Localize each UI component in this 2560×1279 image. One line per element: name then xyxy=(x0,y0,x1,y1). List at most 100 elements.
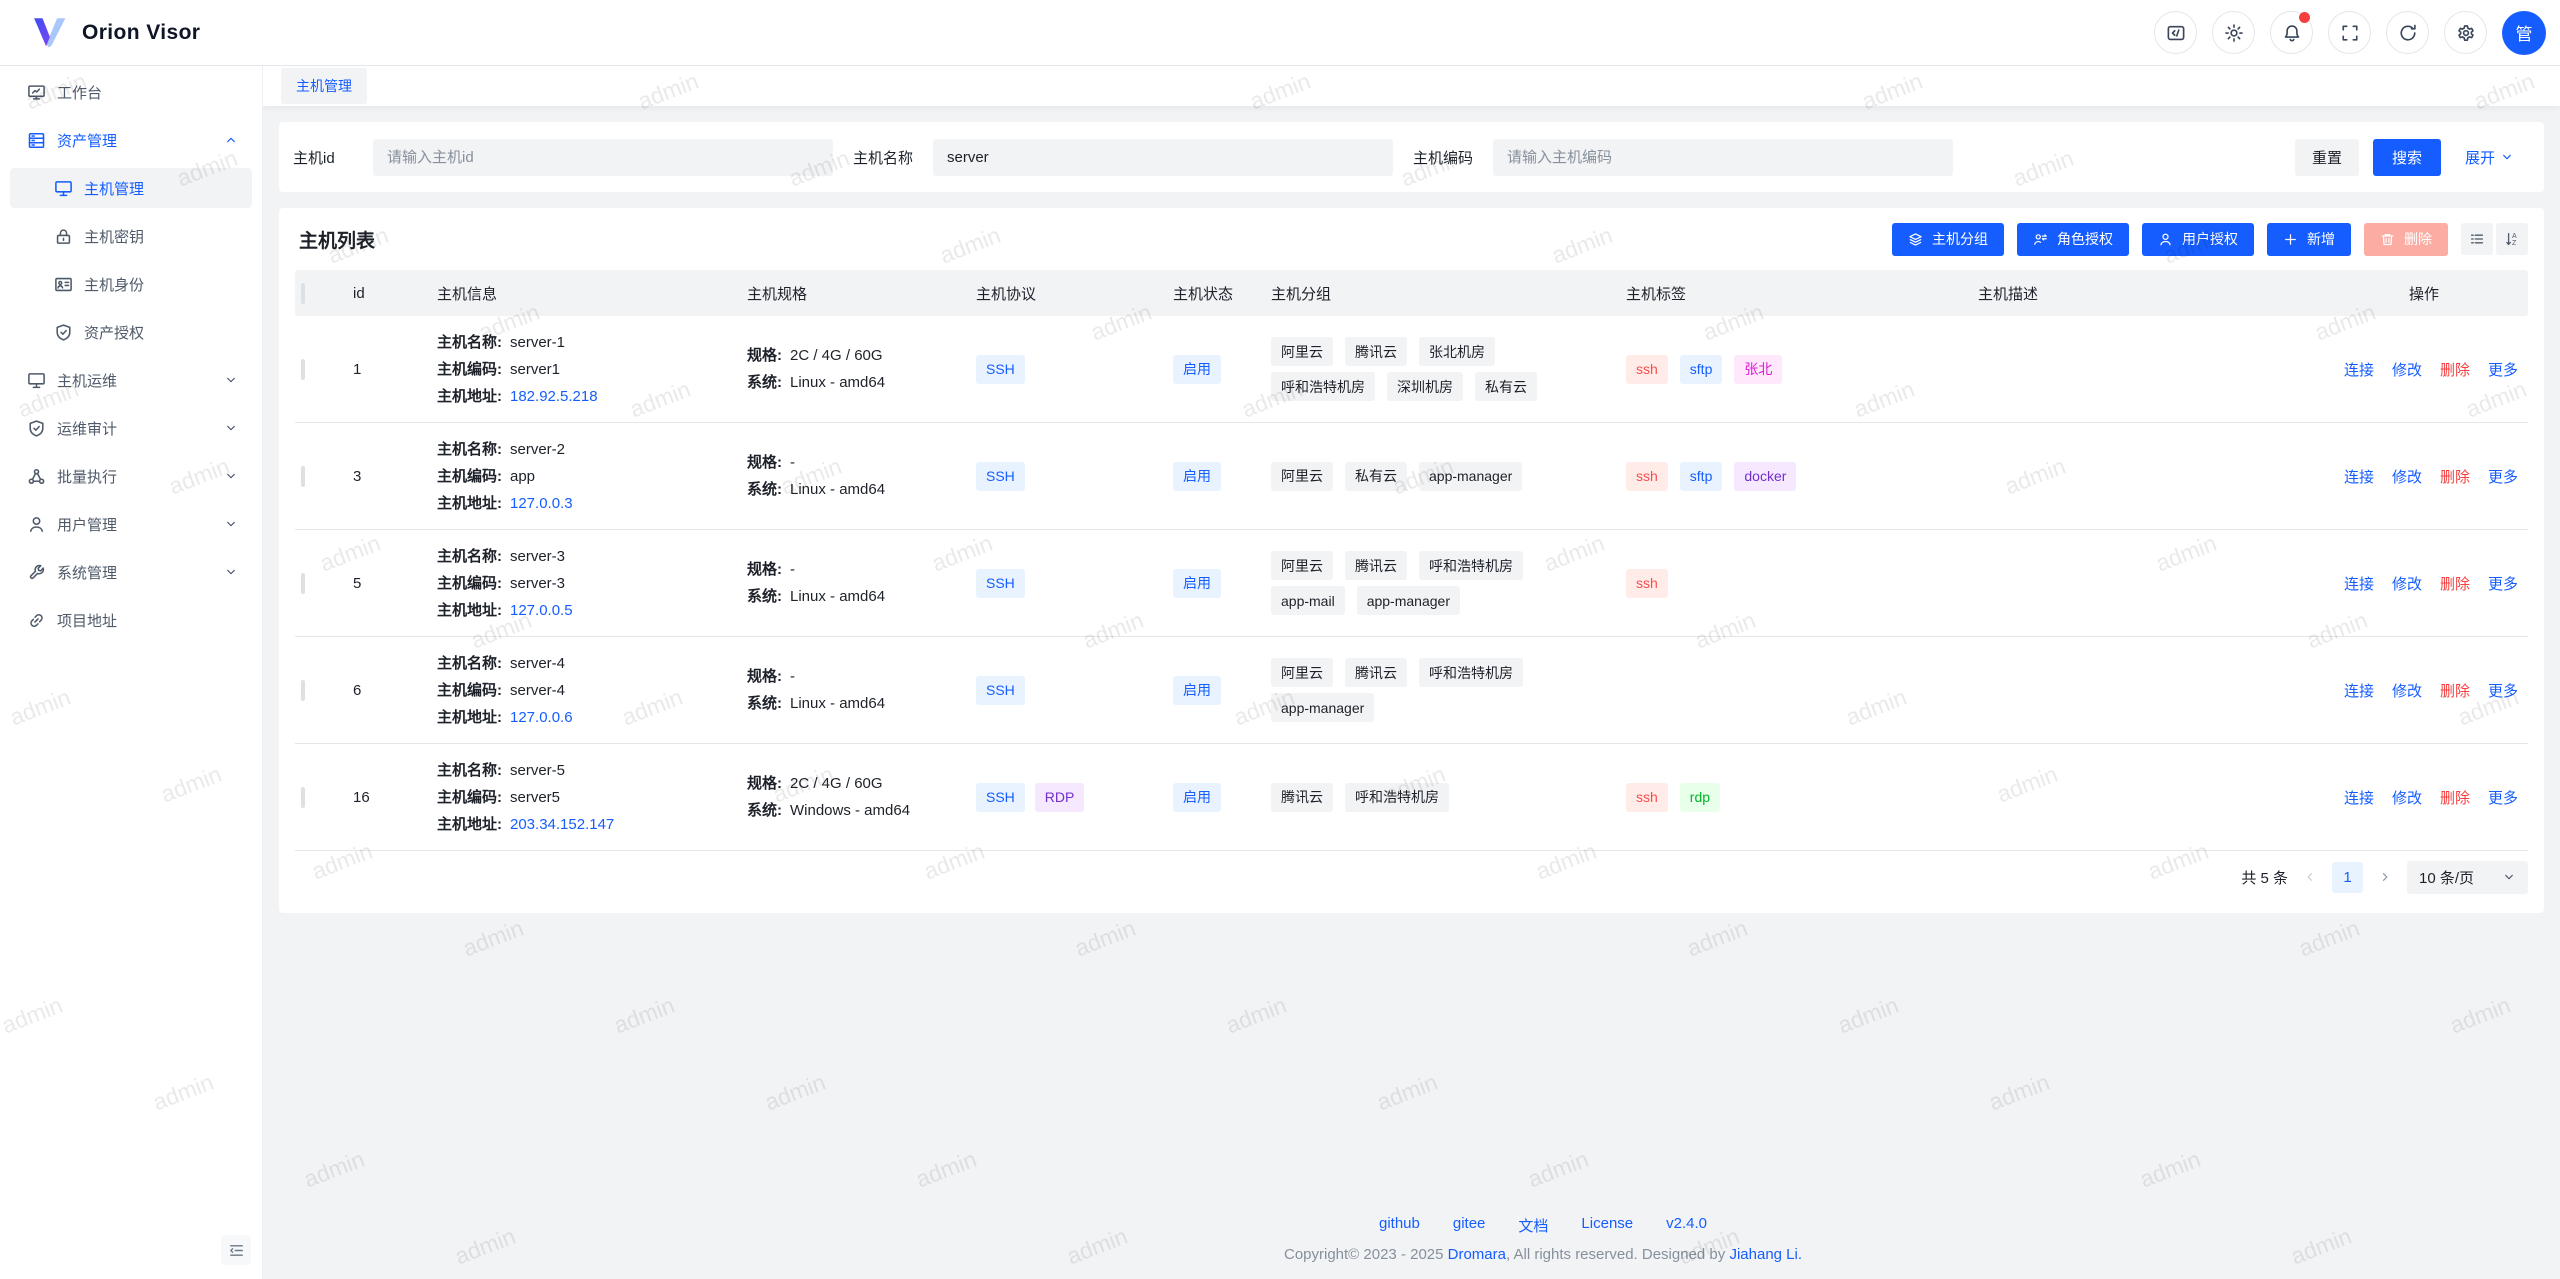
table-row: 3 主机名称: server-2 主机编码: app 主机地址: 127.0.0.3 规格: -… xyxy=(295,423,2528,530)
row-action-更多[interactable]: 更多 xyxy=(2487,361,2518,379)
gear-button[interactable] xyxy=(2444,11,2487,54)
sidebar-item-asset-management[interactable]: 资产管理 xyxy=(10,120,252,160)
sidebar-item-workbench[interactable]: 工作台 xyxy=(10,72,252,112)
tag-pill: 私有云 xyxy=(1475,372,1537,401)
trash-icon xyxy=(2381,233,2394,245)
host-address-link[interactable]: 182.92.5.218 xyxy=(510,387,598,405)
column-header-tags: 主机标签 xyxy=(1626,285,1687,303)
sidebar-item-system-management[interactable]: 系统管理 xyxy=(10,552,252,592)
row-action-连接[interactable]: 连接 xyxy=(2343,682,2374,700)
footer-link-github[interactable]: github xyxy=(1379,1215,1420,1232)
field-value: Windows - amd64 xyxy=(790,802,911,819)
sun-button[interactable] xyxy=(2212,11,2255,54)
footer-link-version[interactable]: v2.4.0 xyxy=(1666,1215,1707,1232)
host-address-link[interactable]: 127.0.0.3 xyxy=(510,494,573,512)
row-action-删除[interactable]: 删除 xyxy=(2439,575,2470,593)
row-action-更多[interactable]: 更多 xyxy=(2487,789,2518,807)
tag-pill: sftp xyxy=(1679,461,1723,491)
avatar[interactable]: 管 xyxy=(2502,10,2546,55)
host-group-button[interactable]: 主机分组 xyxy=(1892,222,2004,256)
filter-host-name-input[interactable] xyxy=(933,138,1393,176)
sidebar-item-project-link[interactable]: 项目地址 xyxy=(10,600,252,640)
row-checkbox[interactable] xyxy=(301,786,305,808)
row-action-连接[interactable]: 连接 xyxy=(2343,468,2374,486)
copyright-link[interactable]: Jiahang Li. xyxy=(1729,1246,1803,1263)
row-checkbox[interactable] xyxy=(301,572,305,594)
delete-button[interactable]: 删除 xyxy=(2364,222,2448,256)
select-all-checkbox[interactable] xyxy=(301,282,305,304)
sidebar-item-host-management[interactable]: 主机管理 xyxy=(10,168,252,208)
row-action-修改[interactable]: 修改 xyxy=(2391,468,2422,486)
field-label: 系统: xyxy=(747,802,782,819)
column-header-desc: 主机描述 xyxy=(1978,285,2039,303)
list-view-button[interactable] xyxy=(2461,223,2493,255)
desktop-icon-wrap xyxy=(54,179,73,198)
expand-toggle[interactable]: 展开 xyxy=(2465,147,2514,168)
field-label: 主机编码: xyxy=(437,681,502,699)
table-row: 6 主机名称: server-4 主机编码: server-4 主机地址: 127.0.0.… xyxy=(295,637,2528,744)
row-action-连接[interactable]: 连接 xyxy=(2343,789,2374,807)
host-groups-cell: 阿里云 腾讯云 呼和浩特机房 app-manager xyxy=(1255,658,1610,722)
role-auth-button[interactable]: 角色授权 xyxy=(2017,222,2129,256)
tag-pill: SSH xyxy=(976,782,1025,812)
bell-button[interactable] xyxy=(2270,11,2313,54)
host-id-cell: 5 xyxy=(353,574,362,592)
sidebar-item-host-operations[interactable]: 主机运维 xyxy=(10,360,252,400)
sidebar-item-asset-authorization[interactable]: 资产授权 xyxy=(10,312,252,352)
row-action-修改[interactable]: 修改 xyxy=(2391,575,2422,593)
filter-host-id-input[interactable] xyxy=(373,138,833,176)
page-size-select[interactable]: 10 条/页 xyxy=(2407,860,2528,894)
sidebar-item-batch-execution[interactable]: 批量执行 xyxy=(10,456,252,496)
tab-host-management[interactable]: 主机管理 xyxy=(281,68,367,104)
row-action-更多[interactable]: 更多 xyxy=(2487,682,2518,700)
row-action-删除[interactable]: 删除 xyxy=(2439,468,2470,486)
status-badge: 启用 xyxy=(1173,568,1221,598)
footer-links: github gitee 文档 License v2.4.0 xyxy=(526,1215,2560,1236)
row-action-删除[interactable]: 删除 xyxy=(2439,361,2470,379)
sidebar-item-host-keys[interactable]: 主机密钥 xyxy=(10,216,252,256)
reset-button[interactable]: 重置 xyxy=(2294,138,2359,176)
host-address-link[interactable]: 203.34.152.147 xyxy=(510,815,615,833)
row-action-修改[interactable]: 修改 xyxy=(2391,789,2422,807)
field-value: server-1 xyxy=(510,333,566,351)
pagination: 共 5 条 1 10 条/页 xyxy=(295,851,2528,903)
row-action-删除[interactable]: 删除 xyxy=(2439,789,2470,807)
sidebar-item-host-identities[interactable]: 主机身份 xyxy=(10,264,252,304)
row-action-连接[interactable]: 连接 xyxy=(2343,361,2374,379)
host-status-cell: 启用 xyxy=(1157,782,1255,812)
row-checkbox[interactable] xyxy=(301,358,305,380)
chevron-down-icon xyxy=(2503,154,2511,160)
footer: github gitee 文档 License v2.4.0 Copyright© 20… xyxy=(526,1215,2560,1263)
row-action-更多[interactable]: 更多 xyxy=(2487,575,2518,593)
host-address-link[interactable]: 127.0.0.6 xyxy=(510,708,573,726)
row-action-更多[interactable]: 更多 xyxy=(2487,468,2518,486)
row-action-连接[interactable]: 连接 xyxy=(2343,575,2374,593)
filter-host-code-input[interactable] xyxy=(1493,138,1953,176)
sidebar-item-operations-audit[interactable]: 运维审计 xyxy=(10,408,252,448)
sidebar-item-user-management[interactable]: 用户管理 xyxy=(10,504,252,544)
pagination-next-button[interactable] xyxy=(2377,869,2393,885)
footer-link-docs[interactable]: 文档 xyxy=(1518,1218,1549,1235)
user-auth-button[interactable]: 用户授权 xyxy=(2142,222,2254,256)
desktop-icon xyxy=(55,180,72,196)
copyright-link[interactable]: Dromara xyxy=(1447,1246,1506,1263)
refresh-button[interactable] xyxy=(2386,11,2429,54)
pagination-page-1[interactable]: 1 xyxy=(2332,861,2363,893)
host-spec-cell: 规格: - 系统: Linux - amd64 xyxy=(731,663,960,717)
row-action-删除[interactable]: 删除 xyxy=(2439,682,2470,700)
host-address-link[interactable]: 127.0.0.5 xyxy=(510,601,573,619)
add-button[interactable]: 新增 xyxy=(2267,222,2351,256)
footer-link-license[interactable]: License xyxy=(1581,1215,1634,1232)
fullscreen-button[interactable] xyxy=(2328,11,2371,54)
search-button[interactable]: 搜索 xyxy=(2372,138,2441,176)
desktop-icon-wrap xyxy=(27,371,46,390)
pagination-prev-button[interactable] xyxy=(2302,869,2318,885)
row-checkbox[interactable] xyxy=(301,465,305,487)
footer-link-gitee[interactable]: gitee xyxy=(1452,1215,1486,1232)
row-action-修改[interactable]: 修改 xyxy=(2391,361,2422,379)
row-checkbox[interactable] xyxy=(301,679,305,701)
row-action-修改[interactable]: 修改 xyxy=(2391,682,2422,700)
sidebar-collapse-button[interactable] xyxy=(221,1235,251,1265)
code-button[interactable] xyxy=(2154,11,2197,54)
